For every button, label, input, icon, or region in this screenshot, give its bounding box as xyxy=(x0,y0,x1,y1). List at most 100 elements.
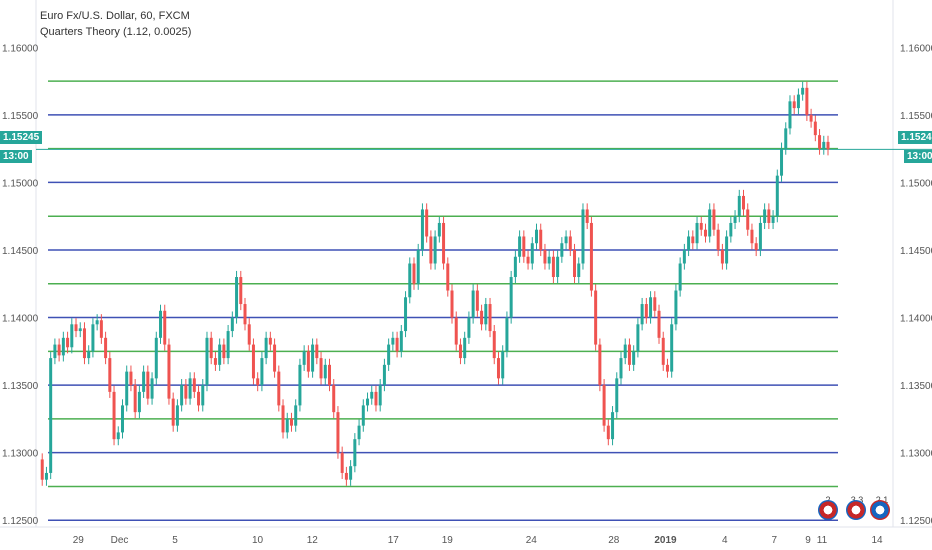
candle-body xyxy=(306,351,310,372)
x-tick-label: 29 xyxy=(73,535,85,546)
candle-body xyxy=(818,135,822,149)
candle-body xyxy=(125,371,129,406)
candle-body xyxy=(129,371,133,386)
candle-body xyxy=(44,472,48,480)
candle-body xyxy=(458,344,462,359)
candle-body xyxy=(480,310,484,325)
candle-body xyxy=(120,405,124,433)
candle-body xyxy=(568,236,572,250)
candle-body xyxy=(687,236,691,250)
candle-body xyxy=(243,304,247,325)
candle-body xyxy=(142,371,146,392)
candle-body xyxy=(784,128,788,149)
candle-body xyxy=(281,405,285,433)
candle-body xyxy=(573,249,577,278)
candle-body xyxy=(813,121,817,136)
candle-body xyxy=(273,344,277,372)
candle-body xyxy=(661,337,665,365)
candle-body xyxy=(91,324,95,352)
candle-body xyxy=(615,378,619,413)
x-tick-label: 10 xyxy=(252,535,264,546)
y-tick-label-left: 1.16000 xyxy=(2,43,39,54)
candle-body xyxy=(209,337,213,359)
candle-body xyxy=(289,418,293,426)
candle-body xyxy=(420,209,424,250)
candle-body xyxy=(501,351,505,379)
candle-body xyxy=(137,391,141,413)
candle-body xyxy=(251,344,255,379)
candle-body xyxy=(522,236,526,257)
x-tick-label: 9 xyxy=(805,535,811,546)
x-tick-label: 19 xyxy=(442,535,454,546)
candle-body xyxy=(40,459,44,480)
candle-body xyxy=(640,304,644,325)
candle-body xyxy=(205,337,209,386)
candle-body xyxy=(247,324,251,345)
candle-body xyxy=(665,364,669,372)
candle-body xyxy=(70,324,74,348)
candle-body xyxy=(226,331,230,359)
candle-body xyxy=(471,290,475,318)
candle-body xyxy=(382,364,386,386)
candle-body xyxy=(699,222,703,230)
candle-body xyxy=(315,344,319,359)
candle-body xyxy=(611,412,615,440)
candle-body xyxy=(323,364,327,379)
candle-body xyxy=(758,222,762,250)
candle-body xyxy=(733,216,737,223)
candle-body xyxy=(708,209,712,237)
candle-body xyxy=(264,337,268,359)
candle-body xyxy=(116,432,120,440)
candle-body xyxy=(822,141,826,149)
candle-body xyxy=(539,229,543,250)
candle-body xyxy=(61,337,65,356)
candle-body xyxy=(213,358,217,365)
candle-body xyxy=(57,344,61,356)
candle-body xyxy=(146,371,150,399)
candle-body xyxy=(171,398,175,426)
candle-body xyxy=(340,452,344,473)
event-flag-icon[interactable] xyxy=(846,500,866,520)
candle-body xyxy=(408,263,412,298)
candle-body xyxy=(366,398,370,406)
candle-body xyxy=(433,236,437,264)
candle-body xyxy=(484,304,488,325)
candle-body xyxy=(475,290,479,311)
event-flag-icon[interactable] xyxy=(818,500,838,520)
y-tick-label-left: 1.14500 xyxy=(2,246,39,257)
candle-body xyxy=(530,243,534,264)
y-tick-label-left: 1.15000 xyxy=(2,178,39,189)
y-tick-label-right: 1.15500 xyxy=(900,111,932,122)
candle-body xyxy=(374,391,378,406)
candle-body xyxy=(399,331,403,352)
candle-body xyxy=(361,405,365,426)
candle-body xyxy=(112,391,116,440)
candle-body xyxy=(737,195,741,217)
candle-body xyxy=(412,263,416,284)
candle-body xyxy=(395,337,399,352)
candle-body xyxy=(606,425,610,440)
candle-body xyxy=(488,304,492,332)
candle-body xyxy=(619,358,623,379)
candle-body xyxy=(327,364,331,386)
candle-body xyxy=(809,114,813,122)
y-tick-label-left: 1.13500 xyxy=(2,381,39,392)
indicator-legend: Quarters Theory (1.12, 0.0025) xyxy=(40,26,192,38)
candle-body xyxy=(82,328,86,359)
x-tick-label: 5 xyxy=(172,535,178,546)
x-tick-label: 7 xyxy=(771,535,777,546)
candle-body xyxy=(577,263,581,278)
candle-body xyxy=(197,391,201,406)
candle-body xyxy=(302,351,306,365)
candle-body xyxy=(222,344,226,359)
candle-body xyxy=(746,209,750,230)
candle-body xyxy=(277,371,281,406)
candle-body xyxy=(357,425,361,440)
candle-body xyxy=(788,101,792,129)
event-flag-icon[interactable] xyxy=(870,500,890,520)
candle-body xyxy=(492,331,496,359)
candle-body xyxy=(509,277,513,318)
candle-body xyxy=(627,344,631,365)
candle-body xyxy=(826,141,830,150)
